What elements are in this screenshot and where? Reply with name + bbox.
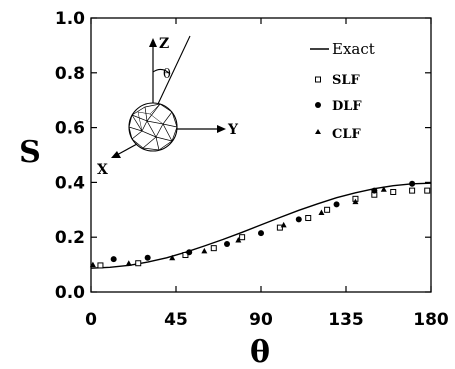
inset-diagram: Z Y X θ	[97, 35, 239, 178]
x-tick-label: 45	[164, 310, 188, 330]
dlf-point	[333, 201, 340, 208]
clf-point	[318, 209, 325, 216]
clf-point	[352, 198, 359, 205]
slf-point	[424, 187, 431, 194]
inset-theta-label: θ	[163, 67, 171, 82]
y-arrowhead	[217, 125, 226, 133]
clf-point	[280, 221, 287, 228]
y-axis-title: S	[19, 135, 41, 170]
sphere-icon	[128, 102, 178, 152]
inset-direction-line	[157, 35, 191, 105]
inset-angle-arc	[152, 68, 171, 75]
z-arrowhead	[149, 38, 157, 47]
legend-slf-swatch	[315, 76, 321, 83]
inset-x-label: X	[97, 162, 108, 178]
dlf-point	[186, 249, 193, 256]
legend: Exact SLF DLF CLF	[310, 40, 375, 142]
dlf-point	[371, 187, 378, 194]
x-axis-title: θ	[250, 335, 270, 369]
x-axis-ticks: 0 45 90 135 180	[85, 18, 449, 330]
plot-frame	[90, 17, 432, 293]
dlf-point	[224, 241, 230, 248]
x-tick-label: 180	[413, 310, 449, 330]
slf-point	[409, 187, 416, 194]
clf-point	[380, 186, 387, 192]
legend-clf-label: CLF	[332, 127, 361, 142]
y-tick-label: 0.0	[55, 283, 85, 303]
dlf-point	[258, 230, 264, 237]
clf-point	[125, 260, 132, 266]
legend-clf-swatch	[315, 129, 321, 134]
slf-point	[97, 262, 104, 269]
slf-point	[182, 252, 189, 259]
x-arrowhead	[111, 151, 121, 158]
clf-point	[169, 254, 176, 261]
x-tick-label: 90	[249, 310, 273, 330]
legend-dlf-label: DLF	[332, 99, 362, 114]
slf-point	[390, 188, 397, 195]
slf-point	[324, 206, 331, 213]
dlf-point	[409, 180, 416, 187]
inset-z-label: Z	[159, 36, 169, 52]
legend-exact-label: Exact	[332, 40, 375, 58]
y-tick-label: 1.0	[55, 9, 85, 29]
slf-point	[305, 215, 312, 222]
slf-point	[135, 260, 142, 267]
plot-area: 0.0 0.2 0.4 0.6 0.8 1.0 0 45 90 135 180	[55, 9, 449, 330]
y-tick-label: 0.6	[55, 119, 85, 139]
x-tick-label: 0	[85, 310, 97, 330]
dlf-point	[295, 216, 302, 223]
slf-point	[239, 234, 246, 241]
slf-point	[210, 245, 217, 252]
dlf-point	[110, 256, 117, 263]
clf-point	[89, 261, 96, 268]
x-tick-label: 135	[328, 310, 364, 330]
y-axis-ticks: 0.0 0.2 0.4 0.6 0.8 1.0	[55, 9, 431, 303]
inset-y-label: Y	[227, 122, 239, 138]
clf-point	[235, 236, 242, 243]
y-tick-label: 0.2	[55, 228, 85, 248]
dlf-point	[144, 254, 151, 261]
data-markers	[89, 180, 431, 269]
slf-point	[276, 224, 283, 231]
y-tick-label: 0.8	[55, 64, 85, 84]
legend-slf-label: SLF	[332, 73, 361, 88]
clf-point	[201, 247, 208, 254]
exact-curve	[90, 182, 432, 269]
legend-dlf-swatch	[315, 102, 321, 108]
y-tick-label: 0.4	[55, 173, 85, 193]
